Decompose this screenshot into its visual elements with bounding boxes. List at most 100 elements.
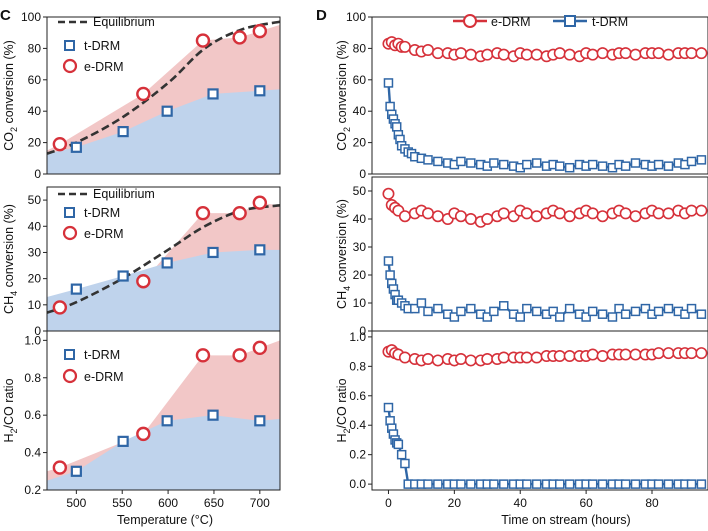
e-drm-point xyxy=(454,352,467,365)
y-axis-label: CO2 conversion (%) xyxy=(2,40,19,151)
chart-c-ch4-conversion: 0 10 20 30 40 50 CH4 conversion (%) xyxy=(2,186,281,338)
t-drm-area xyxy=(47,249,280,331)
t-drm-point xyxy=(466,479,476,489)
t-drm-point xyxy=(117,270,129,282)
t-drm-point xyxy=(620,161,631,171)
legend-e-drm-label: e-DRM xyxy=(491,15,531,29)
t-drm-point xyxy=(620,309,631,319)
e-drm-point xyxy=(481,213,494,226)
legend-c3: t-DRM e-DRM xyxy=(62,348,124,384)
t-drm-point xyxy=(254,85,266,97)
e-drm-point xyxy=(596,210,609,223)
t-drm-point xyxy=(531,306,542,317)
legend-e-drm-label: e-DRM xyxy=(84,60,124,74)
e-drm-point xyxy=(497,48,510,61)
y-axis-label: CH4 conversion (%) xyxy=(2,204,19,314)
t-drm-point xyxy=(207,88,219,100)
y-tick-label: 0.6 xyxy=(24,408,41,422)
t-drm-point xyxy=(522,159,532,170)
y-tick-label: 40 xyxy=(353,104,367,118)
e-drm-point xyxy=(382,187,395,200)
e-drm-point xyxy=(553,207,566,220)
e-drm-point xyxy=(629,210,642,223)
e-drm-point xyxy=(553,47,566,60)
e-drm-point xyxy=(464,48,477,61)
e-drm-point xyxy=(563,210,576,223)
y-tick-label: 20 xyxy=(353,136,367,150)
e-drm-point xyxy=(629,348,642,361)
e-drm-point xyxy=(685,347,698,360)
t-drm-point xyxy=(663,479,674,489)
t-drm-point xyxy=(653,159,664,170)
t-drm-point xyxy=(489,306,499,317)
e-drm-point xyxy=(619,207,632,220)
t-drm-point xyxy=(482,312,493,322)
legend-e-drm-swatch xyxy=(62,58,78,74)
t-drm-point xyxy=(416,298,427,308)
t-drm-point xyxy=(680,309,690,319)
x-tick-label: 550 xyxy=(112,496,132,510)
t-drm-point xyxy=(597,309,608,319)
e-drm-point xyxy=(481,352,494,365)
e-drm-point xyxy=(454,47,467,60)
legend-e-drm-label: e-DRM xyxy=(84,227,124,241)
t-drm-point xyxy=(466,158,476,168)
e-drm-point xyxy=(685,47,698,60)
y-tick-label: 30 xyxy=(353,240,367,254)
t-drm-point xyxy=(686,479,697,489)
t-drm-point xyxy=(564,303,575,314)
t-drm-point xyxy=(696,309,707,319)
y-tick-label: 0.4 xyxy=(349,418,366,432)
t-drm-point xyxy=(489,158,499,168)
legend-e-drm-swatch xyxy=(62,368,78,384)
e-drm-point xyxy=(232,30,247,45)
e-drm-point xyxy=(52,460,68,475)
legend-t-drm-label: t-DRM xyxy=(592,15,628,29)
e-drm-point xyxy=(530,210,543,223)
t-drm-point xyxy=(161,105,173,117)
e-drm-point xyxy=(553,350,566,363)
y-axis-label: H2/CO ratio xyxy=(2,378,19,442)
chart-c-h2co-ratio: 0.2 0.4 0.6 0.8 1.0 H2/CO ratio 500 550 600 650 70… xyxy=(2,330,281,510)
y-tick-label: 50 xyxy=(28,193,42,207)
e-drm-point xyxy=(195,348,211,363)
t-drm-point xyxy=(587,159,598,170)
t-drm-point xyxy=(383,402,394,413)
e-drm-point xyxy=(398,351,411,364)
e-drm-point xyxy=(563,48,576,61)
t-drm-point xyxy=(653,306,664,317)
t-drm-point xyxy=(385,101,395,112)
e-drm-point xyxy=(586,348,599,361)
y-tick-label: 0.8 xyxy=(24,371,41,385)
t-drm-point xyxy=(555,161,565,171)
e-drm-point xyxy=(652,207,665,220)
t-drm-point xyxy=(385,270,395,280)
x-axis-label-c: Temperature (°C) xyxy=(117,513,213,527)
t-drm-point xyxy=(531,158,542,168)
x-tick-label: 650 xyxy=(204,496,224,510)
y-tick-label: 100 xyxy=(346,10,366,24)
legend-equilibrium-label: Equilibrium xyxy=(93,15,155,29)
y-tick-label: 20 xyxy=(28,272,42,286)
y-tick-label: 0.6 xyxy=(349,389,366,403)
legend-t-drm-label: t-DRM xyxy=(84,348,120,362)
t-drm-point xyxy=(410,303,420,314)
t-drm-point xyxy=(117,126,129,138)
t-drm-point xyxy=(663,161,674,171)
y-tick-label: 0 xyxy=(34,167,41,181)
legend-e-drm-label: e-DRM xyxy=(84,370,124,384)
e-drm-point xyxy=(252,23,268,39)
y-tick-label: 80 xyxy=(28,41,42,55)
y-axis-label: CO2 conversion (%) xyxy=(335,40,352,151)
e-drm-point xyxy=(252,195,268,210)
t-drm-point xyxy=(161,415,173,427)
x-axis-label-d: Time on stream (hours) xyxy=(501,513,630,527)
e-drm-point xyxy=(421,43,434,56)
t-drm-point xyxy=(499,301,509,311)
plot-area xyxy=(47,20,280,174)
e-drm-point xyxy=(586,207,599,220)
legend-t-drm-swatch xyxy=(64,40,75,51)
y-tick-label: 50 xyxy=(353,184,367,198)
t-drm-point xyxy=(696,155,707,165)
